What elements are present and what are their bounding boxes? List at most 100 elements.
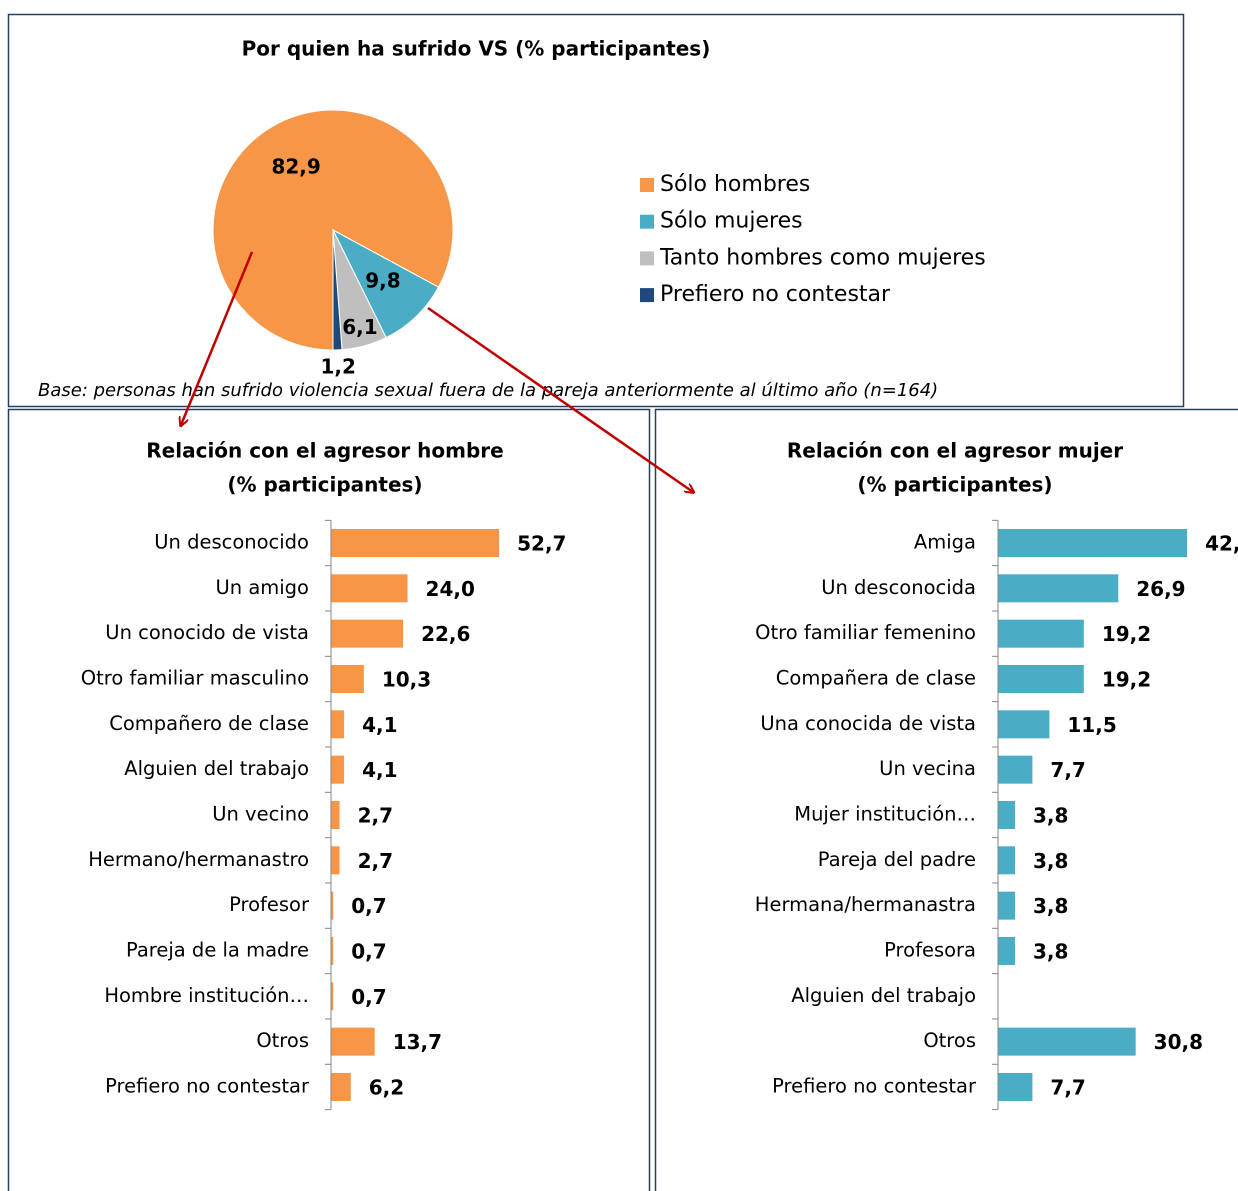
category-label: Pareja de la madre [126, 938, 309, 961]
data-label: 9,8 [365, 268, 400, 292]
data-label: 11,5 [1067, 713, 1116, 737]
legend-swatch [640, 178, 654, 192]
data-label: 3,8 [1033, 849, 1068, 873]
category-label: Hermana/hermanastra [755, 893, 976, 916]
bar [331, 529, 500, 557]
left-frame [7, 408, 651, 1191]
category-label: Un desconocida [821, 576, 976, 599]
category-label: Alguien del trabajo [791, 984, 976, 1007]
category-label: Compañera de clase [776, 666, 976, 689]
bar [998, 529, 1188, 557]
chart-title: Relación con el agresor hombre [146, 439, 503, 463]
charts: Por quien ha sufrido VS (% participantes… [81, 37, 1238, 1111]
data-label: 7,7 [1050, 1075, 1085, 1099]
data-label: 6,2 [369, 1075, 404, 1099]
pie-frame [7, 13, 1185, 408]
legend-label: Tanto hombres como mujeres [659, 245, 986, 270]
data-label: 82,9 [271, 155, 320, 179]
data-label: 1,2 [320, 354, 355, 378]
chart-title: (% participantes) [227, 473, 422, 497]
data-label: 4,1 [362, 758, 397, 782]
data-label: 3,8 [1033, 894, 1068, 918]
base-note: Base: personas han sufrido violencia sex… [38, 380, 938, 401]
legend-label: Prefiero no contestar [660, 282, 891, 307]
legend-swatch [640, 288, 654, 303]
bar [331, 664, 364, 693]
category-label: Hermano/hermanastro [88, 848, 309, 871]
chart-title: (% participantes) [857, 473, 1052, 497]
category-label: Amiga [914, 531, 976, 554]
bar [998, 664, 1084, 693]
pie-slice [332, 229, 343, 351]
bar [998, 891, 1015, 920]
bar [331, 755, 345, 784]
bar [331, 574, 408, 603]
category-label: Pareja del padre [818, 848, 976, 871]
bar [331, 982, 334, 1011]
data-label: 19,2 [1102, 667, 1151, 691]
category-label: Alguien del trabajo [124, 757, 309, 780]
bar [998, 1027, 1136, 1056]
data-label: 0,7 [351, 985, 386, 1009]
arrow [181, 251, 254, 425]
bar [998, 710, 1050, 739]
pie-slice [331, 228, 440, 339]
right-frame [654, 408, 1238, 1191]
data-label: 3,8 [1033, 939, 1068, 963]
legend-swatch [640, 214, 654, 229]
data-label: 0,7 [351, 939, 386, 963]
data-label: 10,3 [382, 667, 431, 691]
category-label: Compañero de clase [109, 712, 309, 735]
bar [331, 1072, 351, 1101]
bar [998, 755, 1033, 784]
bar [998, 574, 1119, 603]
category-label: Una conocida de vista [760, 712, 976, 735]
category-label: Un conocido de vista [105, 621, 309, 644]
bar [331, 846, 340, 875]
bar [331, 1027, 375, 1056]
category-label: Profesora [884, 938, 976, 961]
bar [998, 846, 1015, 875]
category-label: Otros [923, 1029, 976, 1052]
bar [998, 1072, 1033, 1101]
data-label: 3,8 [1033, 803, 1068, 827]
category-label: Mujer institución… [794, 802, 976, 825]
category-label: Otro familiar masculino [81, 666, 309, 689]
bar [331, 891, 334, 920]
chart-title: Por quien ha sufrido VS (% participantes… [242, 37, 711, 61]
bar [998, 936, 1015, 965]
data-label: 13,7 [393, 1030, 442, 1054]
data-label: 42,3 [1205, 532, 1238, 556]
legend-label: Sólo hombres [660, 172, 810, 197]
data-label: 22,6 [421, 622, 470, 646]
data-label: 19,2 [1102, 622, 1151, 646]
legend-label: Sólo mujeres [660, 209, 803, 234]
category-label: Prefiero no contestar [772, 1074, 977, 1097]
data-label: 26,9 [1136, 577, 1185, 601]
category-label: Un desconocido [154, 531, 309, 554]
data-label: 4,1 [362, 713, 397, 737]
data-label: 52,7 [517, 532, 566, 556]
bar [331, 710, 345, 739]
category-label: Un vecino [212, 802, 309, 825]
category-label: Otros [256, 1029, 309, 1052]
category-label: Hombre institución… [104, 984, 309, 1007]
category-label: Un vecina [879, 757, 976, 780]
data-label: 2,7 [358, 803, 393, 827]
bar [331, 800, 340, 829]
bar [998, 619, 1084, 648]
data-label: 0,7 [351, 894, 386, 918]
bar [331, 936, 334, 965]
bar [998, 800, 1015, 829]
arrow [427, 306, 693, 492]
category-label: Un amigo [215, 576, 309, 599]
data-label: 2,7 [358, 849, 393, 873]
category-label: Prefiero no contestar [105, 1074, 310, 1097]
bar [331, 619, 404, 648]
data-label: 24,0 [426, 577, 475, 601]
data-label: 30,8 [1154, 1030, 1203, 1054]
chart-title: Relación con el agresor mujer [787, 439, 1123, 463]
category-label: Profesor [229, 893, 310, 916]
data-label: 6,1 [342, 315, 377, 339]
